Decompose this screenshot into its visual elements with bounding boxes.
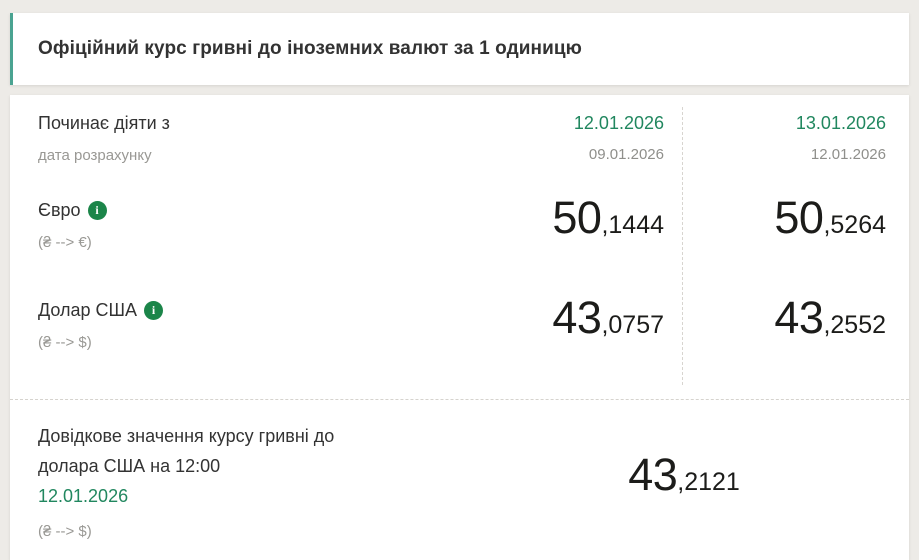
rate-eur-col1-int: 50 (552, 192, 602, 243)
page: Офіційний курс гривні до іноземних валют… (0, 13, 919, 560)
rates-card: Починає діяти з дата розрахунку 12.01.20… (10, 95, 909, 560)
reference-text: Довідкове значення курсу гривні до долар… (38, 426, 335, 476)
rate-usd-col2: 43,2552 (683, 282, 909, 399)
rate-eur-col2-int: 50 (774, 192, 824, 243)
currency-name-usd: Долар США (38, 300, 138, 320)
page-title: Офіційний курс гривні до іноземних валют… (38, 38, 582, 59)
reference-value-int: 43 (628, 449, 678, 500)
rate-usd-col1-int: 43 (552, 292, 602, 343)
effective-date-col1[interactable]: 12.01.2026 (573, 113, 664, 133)
reference-code: (₴ --> $) (38, 523, 92, 540)
info-icon-glyph: i (95, 203, 99, 217)
section-divider (10, 399, 909, 400)
rate-usd-col2-int: 43 (774, 292, 824, 343)
currency-row-usd: Долар США i (38, 299, 459, 321)
rate-eur-col2-frac: ,5264 (823, 211, 886, 239)
reference-section: Довідкове значення курсу гривні до долар… (10, 400, 909, 560)
info-icon[interactable]: i (87, 200, 107, 220)
rates-table: Починає діяти з дата розрахунку 12.01.20… (10, 95, 909, 399)
currency-row-usd-label-cell: Долар США i (₴ --> $) (10, 282, 459, 399)
rate-eur-col1: 50,1444 (459, 182, 683, 282)
currency-code-usd: (₴ --> $) (38, 334, 92, 351)
effective-date-col2[interactable]: 13.01.2026 (795, 113, 886, 133)
calculation-date-label: дата розрахунку (38, 147, 152, 164)
effective-date-label-cell: Починає діяти з дата розрахунку (10, 95, 459, 182)
date-column-1: 12.01.2026 09.01.2026 (459, 95, 683, 182)
rate-usd-col1: 43,0757 (459, 282, 683, 399)
header-card: Офіційний курс гривні до іноземних валют… (10, 13, 909, 85)
rate-usd-col1-frac: ,0757 (601, 311, 664, 339)
effective-date-label: Починає діяти з (38, 113, 170, 133)
reference-value: 43,2121 (459, 400, 909, 560)
calculation-date-col1: 09.01.2026 (588, 146, 664, 163)
currency-name-eur: Євро (38, 200, 81, 220)
currency-row-eur: Євро i (38, 199, 459, 221)
reference-value-frac: ,2121 (677, 468, 740, 496)
info-icon[interactable]: i (144, 300, 164, 320)
rate-usd-col2-frac: ,2552 (823, 311, 886, 339)
column-divider (682, 107, 683, 385)
info-icon-glyph: i (151, 303, 156, 317)
rate-eur-col1-frac: ,1444 (601, 211, 664, 239)
calculation-date-col2: 12.01.2026 (810, 146, 886, 163)
reference-left-block: Довідкове значення курсу гривні до долар… (10, 400, 459, 560)
currency-row-eur-label-cell: Євро i (₴ --> €) (10, 182, 459, 282)
currency-code-eur: (₴ --> €) (38, 234, 92, 251)
reference-date[interactable]: 12.01.2026 (38, 486, 129, 506)
date-column-2: 13.01.2026 12.01.2026 (683, 95, 909, 182)
rate-eur-col2: 50,5264 (683, 182, 909, 282)
